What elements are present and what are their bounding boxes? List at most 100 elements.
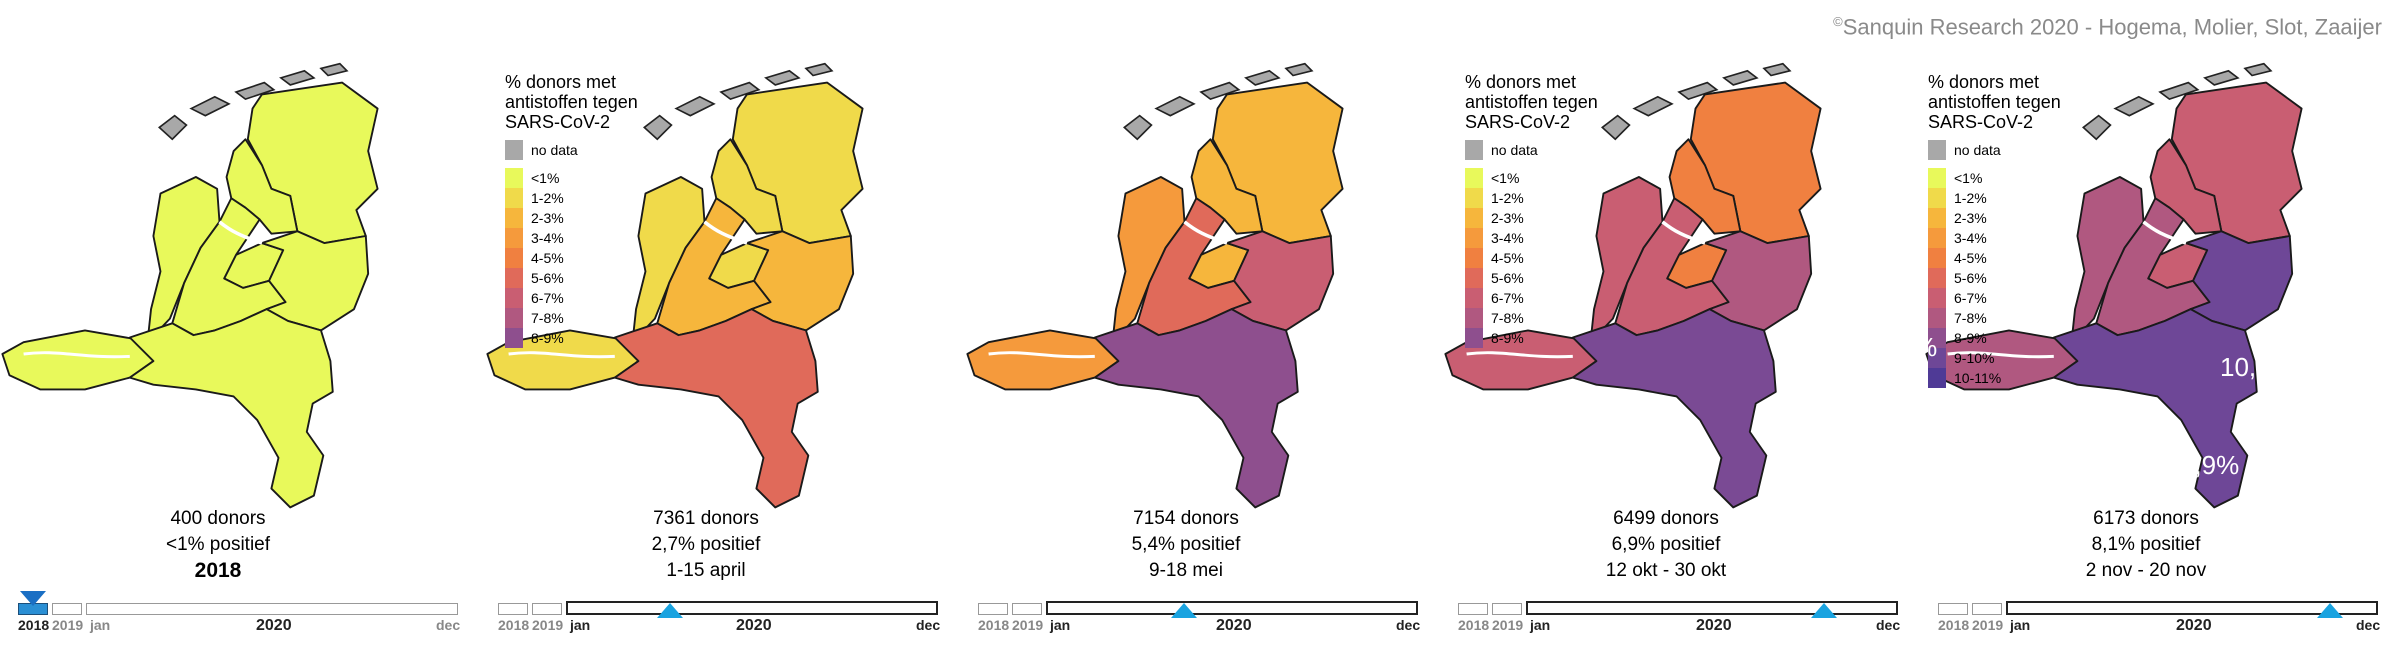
region-ijssel (2149, 138, 2223, 235)
legend-label: 7-8% (1954, 310, 1987, 326)
legend-label: 4-5% (1954, 250, 1987, 266)
donor-count: 400 donors (170, 508, 266, 529)
region-west (1111, 176, 1186, 344)
legend-item: 1-2% (1928, 188, 2098, 208)
wadden-island (1244, 69, 1281, 86)
region-west (1589, 176, 1664, 344)
timeline-2019-box (52, 603, 82, 615)
map-panel: 400 donors <1% positief 2018 2018 2019 jan 202… (0, 0, 480, 668)
timeline-marker (657, 603, 684, 618)
timeline-2018-box (1458, 603, 1488, 615)
legend-item: 4-5% (1928, 248, 2098, 268)
estuary-line (988, 351, 1095, 359)
wadden-island (234, 81, 276, 101)
legend-item: 7-8% (505, 308, 675, 328)
legend-no-data: no data (1465, 140, 1635, 160)
legend-label: 1-2% (1954, 190, 1987, 206)
estuary-line (508, 351, 615, 359)
region-ijssel (1190, 138, 1264, 235)
legend-label: 7-8% (1491, 310, 1524, 326)
donor-count: 7154 donors (1133, 508, 1239, 529)
legend: % donors met antistoffen tegen SARS-CoV-… (1928, 72, 2098, 388)
estuary-line (1466, 351, 1573, 359)
copyright-notice: ©Sanquin Research 2020 - Hogema, Molier,… (1833, 14, 2382, 40)
legend-label: 5-6% (1954, 270, 1987, 286)
wadden-island (764, 69, 801, 86)
legend-item: 10-11% (1928, 368, 2098, 388)
timeline-label-jan: jan (90, 617, 111, 633)
legend-label: 1-2% (1491, 190, 1524, 206)
timeline-label-y2020: 2020 (736, 617, 772, 634)
legend-item: 7-8% (1465, 308, 1635, 328)
legend-label: 1-2% (531, 190, 564, 206)
wadden-island (2158, 81, 2200, 101)
region-west (2070, 176, 2145, 344)
timeline-2019-box (1972, 603, 2002, 615)
legend-swatch (505, 268, 523, 288)
river-line (1661, 220, 1706, 245)
region-value-label: 6,7% (1990, 198, 2050, 228)
wadden-island (1677, 81, 1719, 101)
no-data-swatch (1928, 140, 1946, 160)
legend-item: 9-10% (1928, 348, 2098, 368)
region-south (2052, 308, 2258, 509)
wadden-island (1199, 81, 1241, 101)
netherlands-map (1925, 62, 2303, 509)
legend-label: 4-5% (1491, 250, 1524, 266)
legend-item: <1% (1928, 168, 2098, 188)
no-data-label: no data (1491, 142, 1538, 158)
wadden-island (1123, 114, 1153, 141)
timeline-label-y2019: 2019 (1492, 617, 1524, 633)
legend-item: 1-2% (1465, 188, 1635, 208)
legend-item: 8-9% (1465, 328, 1635, 348)
legend-item: 1-2% (505, 188, 675, 208)
netherlands-map (486, 62, 864, 509)
wadden-island (1284, 62, 1314, 77)
estuary-line (1947, 351, 2054, 359)
region-zeeland (486, 329, 640, 391)
legend-swatch (1928, 208, 1946, 228)
timeline: 2018 2019 jan 2020 dec (18, 591, 460, 634)
wadden-island (2082, 114, 2112, 141)
region-ijssel (1668, 138, 1742, 235)
timeline-marker (1810, 603, 1837, 618)
wadden-island (189, 95, 231, 117)
wadden-island (804, 62, 834, 77)
no-data-swatch (1465, 140, 1483, 160)
legend-items: <1% 1-2% 2-3% 3-4% 4-5% 5-6% 6-7% 7-8% 8-9% (505, 168, 675, 348)
netherlands-map (1444, 62, 1822, 509)
legend-swatch (1465, 168, 1483, 188)
region-value-label: 7,5% (1833, 386, 1893, 416)
timeline-2018-box (1938, 603, 1968, 615)
timeline-2019-box (532, 603, 562, 615)
legend-swatch (1465, 208, 1483, 228)
river-line (218, 220, 263, 245)
legend-swatch (1465, 248, 1483, 268)
legend-label: 4-5% (531, 250, 564, 266)
timeline-label-y2019: 2019 (1012, 617, 1044, 633)
timeline-2019-box (1012, 603, 1042, 615)
legend-label: 3-4% (1954, 230, 1987, 246)
wadden-island (2203, 69, 2240, 86)
positive-rate: <1% positief (165, 534, 271, 555)
wadden-island (279, 69, 316, 86)
region-west (146, 176, 221, 344)
legend-label: 9-10% (1954, 350, 1995, 366)
legend-label: 7-8% (531, 310, 564, 326)
legend-swatch (1928, 228, 1946, 248)
legend-swatch (505, 248, 523, 268)
timeline-label-y2020: 2020 (1216, 617, 1252, 634)
region-south (1571, 308, 1777, 509)
no-data-label: no data (531, 142, 578, 158)
sample-period: 2 nov - 20 nov (2085, 560, 2207, 581)
timeline-2020-bar (566, 601, 938, 615)
panel-info: 400 donors <1% positief 2018 (88, 506, 348, 584)
legend-label: <1% (1954, 170, 1983, 186)
timeline-label-jan: jan (570, 617, 591, 633)
legend-item: 6-7% (1928, 288, 2098, 308)
positive-rate: 6,9% positief (1611, 534, 1721, 555)
legend-item: 5-6% (1928, 268, 2098, 288)
timeline-marker (1170, 603, 1197, 618)
map-panel: % donors met antistoffen tegen SARS-CoV-… (480, 0, 960, 668)
legend-item: 5-6% (505, 268, 675, 288)
